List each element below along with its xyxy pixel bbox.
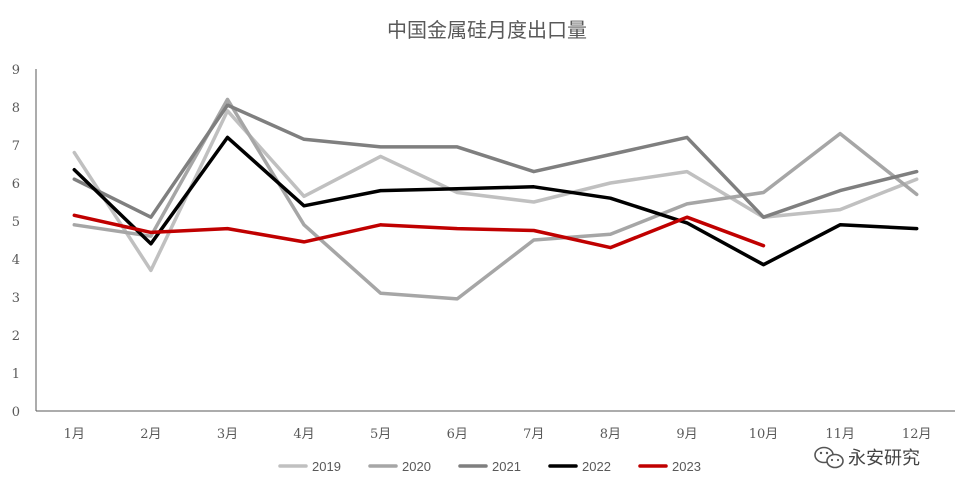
y-tick-label: 3 bbox=[12, 291, 20, 306]
x-tick-label: 2月 bbox=[140, 427, 161, 442]
legend-label-2020: 2020 bbox=[402, 459, 431, 474]
x-tick-label: 1月 bbox=[64, 427, 85, 442]
series-line-2023 bbox=[72, 213, 766, 250]
series-line-2021 bbox=[72, 103, 919, 219]
legend-label-2019: 2019 bbox=[312, 459, 341, 474]
chart-title: 中国金属硅月度出口量 bbox=[387, 18, 587, 42]
y-tick-label: 7 bbox=[12, 139, 20, 154]
watermark: 永安研究 bbox=[814, 446, 920, 469]
series-line-2019 bbox=[72, 109, 919, 273]
legend: 2019 2020 2021 2022 2023 bbox=[278, 459, 701, 474]
x-tick-label: 12月 bbox=[902, 427, 932, 442]
x-tick-label: 10月 bbox=[749, 427, 779, 442]
y-tick-label: 9 bbox=[12, 63, 20, 78]
legend-label-2022: 2022 bbox=[582, 459, 611, 474]
y-tick-label: 5 bbox=[12, 215, 20, 230]
y-tick-label: 6 bbox=[12, 177, 20, 192]
series-lines bbox=[72, 97, 919, 301]
x-tick-label: 4月 bbox=[293, 427, 314, 442]
x-tick-label: 7月 bbox=[523, 427, 544, 442]
x-tick-label: 8月 bbox=[600, 427, 621, 442]
x-tick-label: 5月 bbox=[370, 427, 391, 442]
series-line-2020 bbox=[72, 97, 919, 301]
y-tick-label: 2 bbox=[12, 329, 20, 344]
x-tick-label: 6月 bbox=[447, 427, 468, 442]
legend-label-2021: 2021 bbox=[492, 459, 521, 474]
y-tick-label: 4 bbox=[12, 253, 20, 268]
watermark-text: 永安研究 bbox=[848, 448, 920, 469]
y-tick-label: 8 bbox=[12, 101, 20, 116]
legend-label-2023: 2023 bbox=[672, 459, 701, 474]
y-tick-label: 0 bbox=[12, 405, 20, 420]
x-tick-label: 3月 bbox=[217, 427, 238, 442]
axes: 0 1 2 3 4 5 6 7 8 9 1月 2月 3月 4月 5月 6月 7月 8月 9月 10月 11月 12月 bbox=[12, 63, 955, 442]
y-tick-label: 1 bbox=[12, 367, 20, 382]
series-line-2022 bbox=[72, 135, 919, 267]
x-tick-label: 9月 bbox=[676, 427, 697, 442]
wechat-icon bbox=[814, 446, 844, 469]
x-tick-label: 11月 bbox=[825, 427, 855, 442]
